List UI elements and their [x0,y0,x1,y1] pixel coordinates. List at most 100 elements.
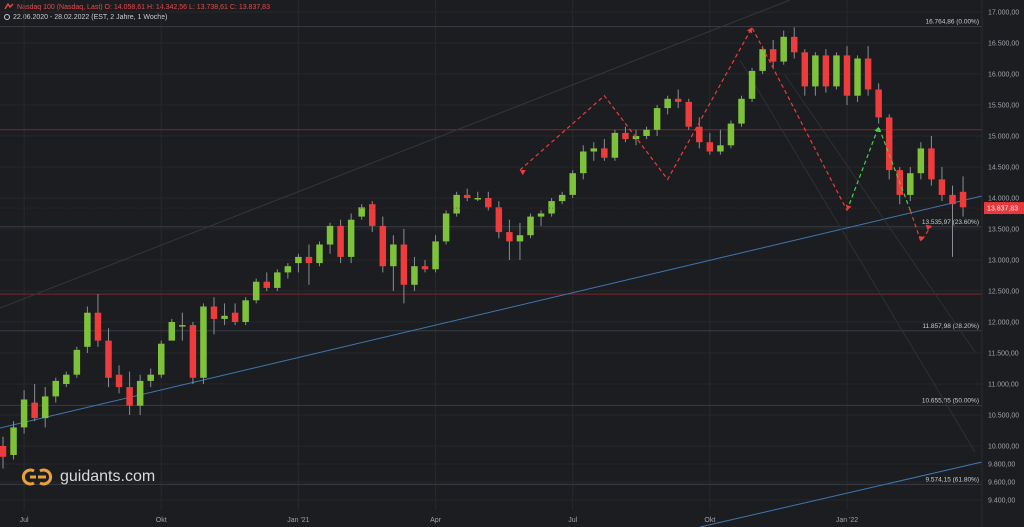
candle-up [474,198,481,200]
arrowhead [918,235,925,242]
candle-up [727,123,735,146]
candle-down [126,387,133,406]
candle-up [854,58,861,96]
candle-down [506,232,513,242]
candle-down [337,225,344,257]
fib-level-label: 10.655,05 (50.00%) [922,397,979,404]
lower-trendline [0,195,983,429]
y-tick-label: 17.000,00 [988,10,1019,17]
y-tick-label: 11.000,00 [988,382,1019,389]
candle-down [263,281,270,288]
x-tick-label: Jul [568,517,577,524]
y-tick-label: 9.800,00 [988,462,1015,469]
x-tick-label: Jan '21 [287,517,309,524]
candle-up [548,201,555,214]
candle-up [10,427,17,455]
fib-level-label: 9.574,15 (61.80%) [926,476,979,483]
y-tick-label: 12.000,00 [988,320,1019,327]
candle-up [179,325,186,327]
candle-down [959,191,967,208]
bottom-trendline [699,461,983,527]
candle-down [485,198,492,208]
date-range-text: 22.06.2020 - 28.02.2022 (EST, 2 Jahre, 1… [13,14,168,21]
candle-up [717,145,724,152]
y-tick-label: 16.500,00 [988,41,1019,48]
candle-up [611,132,619,158]
candle-up [516,235,524,242]
candle-down [105,340,112,378]
candle-up [432,241,439,270]
y-tick-label: 10.000,00 [988,444,1019,451]
candle-up [590,148,598,152]
candle-down [210,306,218,319]
y-tick-label: 9.400,00 [988,498,1015,505]
candle-up [411,266,418,285]
clock-icon [4,14,10,20]
candle-up [252,281,260,301]
candle-up [812,55,819,87]
chart-header: Nasdaq 100 (Nasdaq, Last) O: 14.058,61 H… [4,2,270,23]
candle-up [738,98,745,124]
y-tick-label: 15.500,00 [988,103,1019,110]
x-tick-label: Okt [156,517,167,524]
y-tick-label: 14.500,00 [988,165,1019,172]
guidants-logo-text: guidants.com [60,468,156,485]
candle-down [843,55,851,96]
candle-down [305,256,313,264]
candle-up [284,266,292,273]
instrument-ohlc-text: Nasdaq 100 (Nasdaq, Last) O: 14.058,61 H… [17,4,270,11]
candle-up [63,374,70,384]
date-range: 22.06.2020 - 28.02.2022 (EST, 2 Jahre, 1… [4,13,270,23]
descending-guide-line [784,74,976,353]
zigzag-red-tail [909,210,932,243]
candle-up [653,108,661,130]
candle-down [421,266,429,270]
candle-up [917,148,925,174]
y-tick-label: 11.500,00 [988,351,1019,358]
last-price-label: 13.837,83 [987,206,1018,213]
descending-guide-line [739,59,976,453]
candle-down [189,325,197,378]
arrowhead [845,204,852,211]
candle-down [94,312,102,341]
candle-down [115,374,123,388]
x-tick-label: Apr [430,517,442,524]
candle-down [601,148,608,158]
zigzag-red-line [519,26,848,211]
fib-level-label: 11.857,98 (38.20%) [922,323,979,330]
zigzag-green-line [846,125,911,211]
candle-down [928,148,935,180]
x-tick-label: Jul [20,517,29,524]
candle-down [822,55,830,87]
x-tick-label: Okt [704,517,715,524]
fib-level-label: 16.764,86 (0.00%) [926,19,979,26]
guidants-logo: guidants.com [20,466,155,488]
y-tick-label: 12.500,00 [988,289,1019,296]
candle-up [221,315,228,319]
last-price-tag [984,202,1024,215]
candle-down [769,49,777,62]
candle-down [949,194,956,205]
candle-down [622,132,629,140]
candle-down [938,179,946,195]
fib-level-label: 13.535,97 (23.60%) [922,219,979,226]
instrument-title: Nasdaq 100 (Nasdaq, Last) O: 14.058,61 H… [4,2,270,13]
arrowhead [519,170,526,176]
y-tick-label: 13.500,00 [988,227,1019,234]
y-tick-label: 9.600,00 [988,480,1015,487]
candle-down [231,312,239,322]
candle-up [358,207,365,217]
y-tick-label: 13.000,00 [988,258,1019,265]
candle-up [580,151,587,174]
candle-up [759,49,766,71]
candle-up [527,216,534,236]
candle-down [875,89,882,118]
candle-down [685,101,692,127]
candle-up [41,396,49,419]
arrowhead [874,126,881,133]
candle-up [390,244,397,267]
candle-up [664,98,671,109]
candle-down [400,244,408,285]
candle-up [442,213,450,242]
